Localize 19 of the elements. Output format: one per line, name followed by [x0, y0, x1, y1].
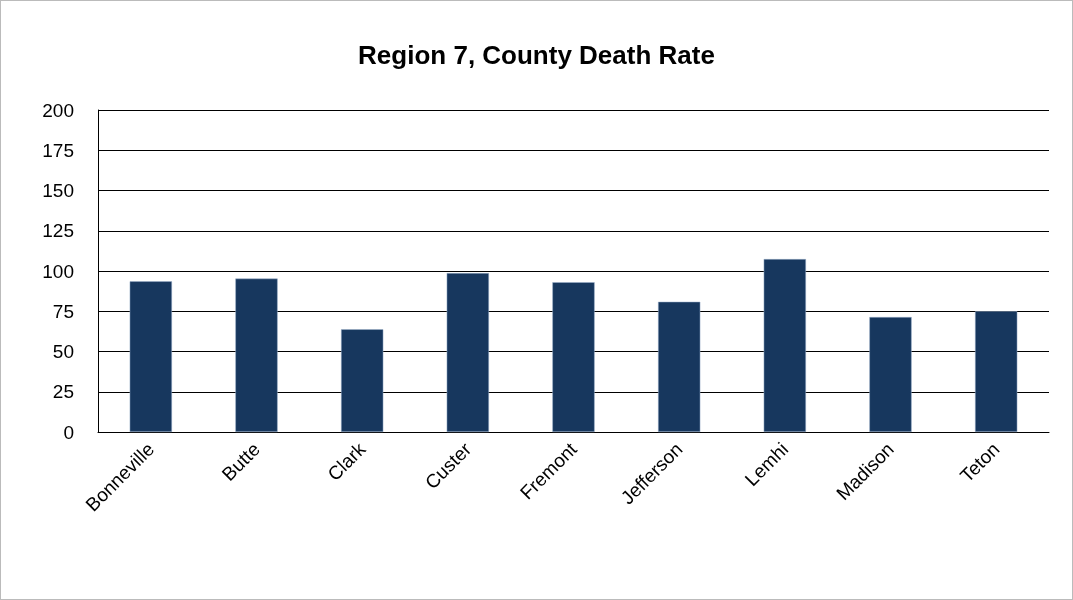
bar	[341, 329, 384, 432]
bar	[129, 281, 172, 432]
y-tick-label: 75	[52, 300, 74, 322]
bar	[763, 259, 806, 432]
y-tick-label: 100	[42, 260, 74, 282]
bar	[446, 273, 489, 432]
y-tick-label: 200	[42, 99, 74, 121]
y-tick-label: 50	[52, 341, 74, 362]
y-tick-label: 125	[42, 220, 74, 242]
bar	[975, 311, 1018, 432]
y-tick-label: 150	[42, 180, 74, 201]
y-tick-label: 25	[52, 381, 74, 403]
y-tick-label: 0	[63, 421, 74, 443]
chart-title: Region 7, County Death Rate	[358, 40, 715, 70]
bar	[869, 317, 912, 432]
bar	[658, 301, 701, 432]
y-tick-label: 175	[42, 139, 74, 161]
bar	[235, 278, 278, 432]
bar	[552, 282, 595, 432]
